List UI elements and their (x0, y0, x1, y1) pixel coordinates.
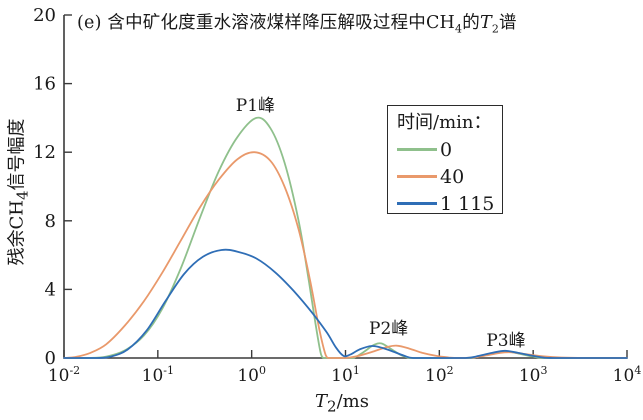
legend-item-0min: 0 (397, 136, 502, 163)
x-tick-label: 104 (613, 364, 642, 386)
x-tick-label: 103 (519, 364, 548, 386)
series-curve-40 (63, 151, 628, 359)
legend-label-0min: 0 (440, 138, 453, 161)
chart-title: (e) 含中矿化度重水溶液煤样降压解吸过程中CH4的T2谱 (77, 9, 517, 36)
legend-item-40min: 40 (397, 163, 502, 190)
legend-swatch-orange-line (397, 175, 437, 178)
x-axis-title-t-symbol: T (315, 391, 328, 412)
peak-label-p3: P3峰 (486, 331, 525, 351)
legend-item-1115min: 1 115 (397, 190, 502, 217)
x-tick-label: 100 (237, 364, 266, 386)
y-tick-label: 0 (45, 348, 56, 369)
chart-title-ch4-subscript: 4 (455, 22, 463, 36)
legend-swatch-green-line (397, 148, 437, 151)
x-axis-title: T2/ms (315, 391, 369, 416)
chart-title-prefix: (e) 含中矿化度重水溶液煤样降压解吸过程中CH (77, 13, 456, 33)
x-tick-label: 10-2 (48, 364, 80, 386)
chart-title-t2-subscript: 2 (491, 22, 500, 36)
legend-header: 时间/min： (397, 112, 492, 133)
y-axis-title-subscript: 4 (13, 190, 32, 201)
series-curve-1115 (63, 248, 628, 359)
x-tick-label: 10-1 (142, 364, 174, 386)
peak-label-p1: P1峰 (236, 96, 275, 116)
y-axis-title-prefix: 残余CH (6, 200, 28, 266)
y-axis-title-suffix: 信号幅度 (6, 118, 28, 191)
x-tick-label: 101 (331, 364, 360, 386)
chart-title-t2-symbol: T (479, 13, 492, 33)
x-tick-label: 102 (425, 364, 454, 386)
legend-label-40min: 40 (440, 165, 465, 188)
y-tick-label: 8 (45, 211, 56, 232)
y-axis-title: 残余CH4信号幅度 (3, 118, 32, 265)
chart-title-mid: 的 (462, 13, 480, 33)
x-axis-title-subscript: 2 (327, 397, 337, 416)
legend-box: 时间/min： 0 40 1 115 (387, 105, 503, 217)
peak-label-p2: P2峰 (369, 319, 408, 339)
x-axis-title-units: /ms (336, 391, 369, 412)
y-tick-label: 12 (33, 142, 56, 163)
y-tick-label: 16 (33, 74, 56, 95)
axis-lines (63, 15, 627, 359)
y-tick-label: 4 (45, 279, 56, 300)
chart-title-suffix: 谱 (499, 13, 517, 33)
legend-label-1115min: 1 115 (440, 192, 495, 215)
series-curve-0 (63, 116, 628, 359)
y-tick-label: 20 (33, 5, 56, 26)
legend-swatch-blue-line (397, 202, 437, 205)
